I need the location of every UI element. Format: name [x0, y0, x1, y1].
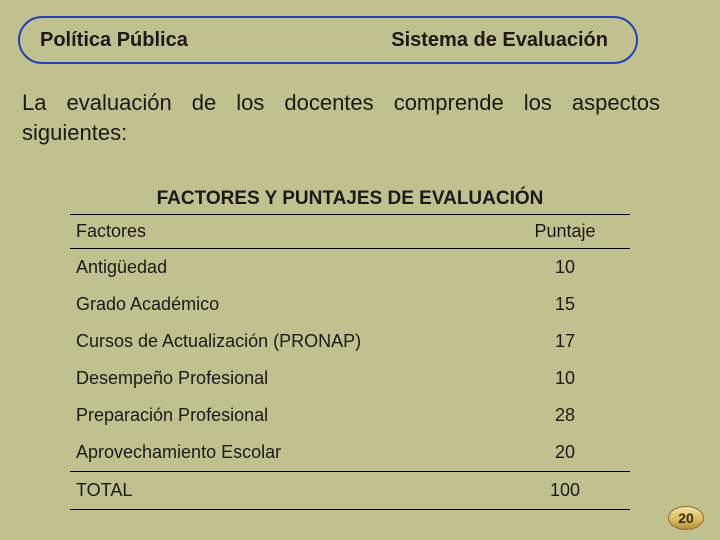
table-row: Antigüedad 10: [70, 249, 630, 287]
table-header-row: Factores Puntaje: [70, 215, 630, 249]
header-left-title: Política Pública: [40, 29, 188, 52]
factor-cell: Aprovechamiento Escolar: [70, 434, 500, 472]
score-cell: 17: [500, 323, 630, 360]
score-cell: 10: [500, 360, 630, 397]
col-factores: Factores: [70, 215, 500, 249]
score-cell: 20: [500, 434, 630, 472]
evaluation-table: Factores Puntaje Antigüedad 10 Grado Aca…: [70, 214, 630, 510]
factor-cell: Desempeño Profesional: [70, 360, 500, 397]
factor-cell: Preparación Profesional: [70, 397, 500, 434]
table-row: Cursos de Actualización (PRONAP) 17: [70, 323, 630, 360]
score-cell: 10: [500, 249, 630, 287]
table-row: Desempeño Profesional 10: [70, 360, 630, 397]
page-number: 20: [678, 510, 694, 526]
table-row: Aprovechamiento Escolar 20: [70, 434, 630, 472]
page-number-badge: 20: [668, 506, 704, 530]
table-total-row: TOTAL 100: [70, 472, 630, 510]
description-text: La evaluación de los docentes comprende …: [22, 88, 660, 147]
table-row: Grado Académico 15: [70, 286, 630, 323]
score-cell: 28: [500, 397, 630, 434]
total-score: 100: [500, 472, 630, 510]
factor-cell: Antigüedad: [70, 249, 500, 287]
total-label: TOTAL: [70, 472, 500, 510]
table-row: Preparación Profesional 28: [70, 397, 630, 434]
header-right-title: Sistema de Evaluación: [391, 29, 608, 52]
evaluation-table-wrap: FACTORES Y PUNTAJES DE EVALUACIÓN Factor…: [70, 188, 630, 510]
factor-cell: Cursos de Actualización (PRONAP): [70, 323, 500, 360]
col-puntaje: Puntaje: [500, 215, 630, 249]
header-pill: Política Pública Sistema de Evaluación: [18, 16, 638, 64]
factor-cell: Grado Académico: [70, 286, 500, 323]
score-cell: 15: [500, 286, 630, 323]
table-title: FACTORES Y PUNTAJES DE EVALUACIÓN: [70, 188, 630, 214]
